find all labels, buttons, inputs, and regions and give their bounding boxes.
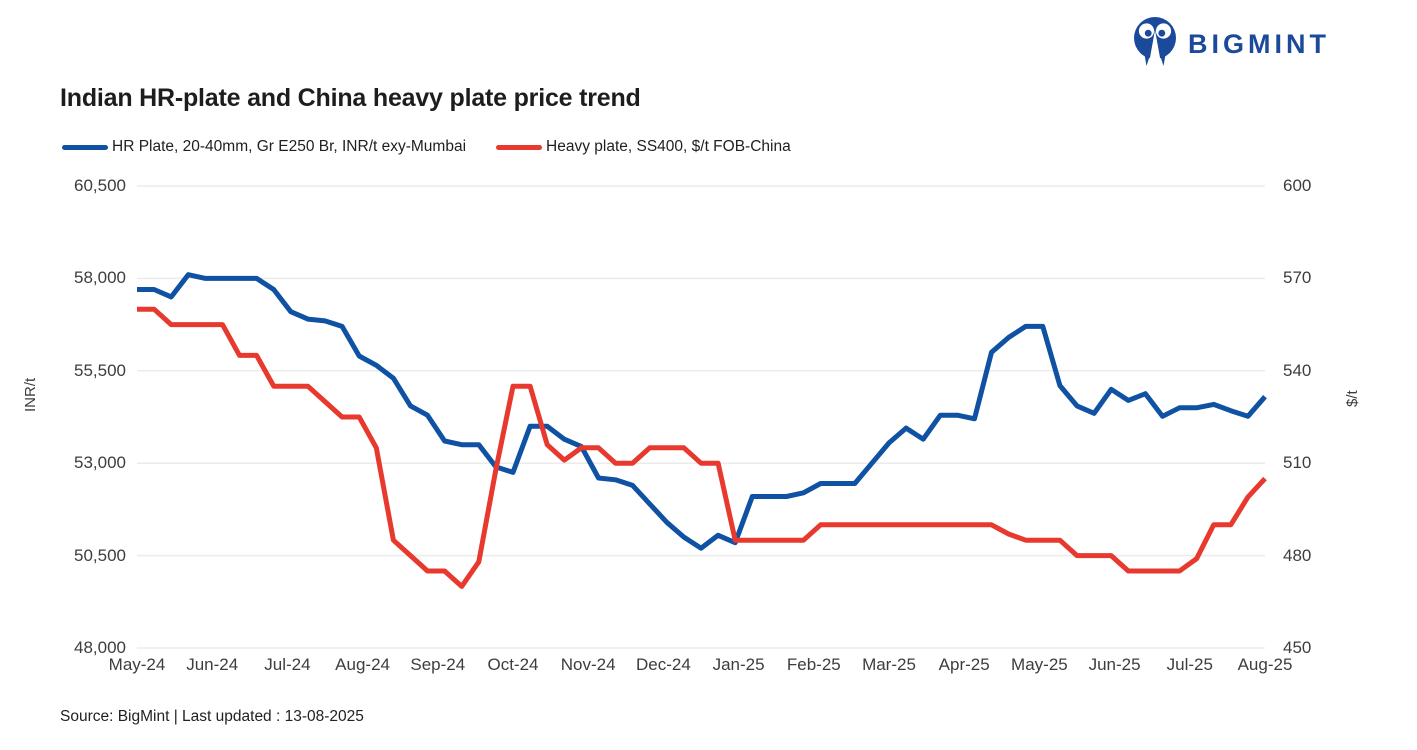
x-tick-label: Jul-24: [264, 655, 311, 674]
legend-label-hr-plate: HR Plate, 20-40mm, Gr E250 Br, INR/t exy…: [112, 138, 467, 155]
series-line-heavy-plate: [137, 306, 1267, 589]
legend-label-heavy-plate: Heavy plate, SS400, $/t FOB-China: [546, 138, 791, 155]
chart-legend: HR Plate, 20-40mm, Gr E250 Br, INR/t exy…: [62, 138, 791, 156]
legend-item-hr-plate: HR Plate, 20-40mm, Gr E250 Br, INR/t exy…: [62, 138, 466, 156]
plot-area: [137, 185, 1267, 649]
legend-swatch-hr-plate: [62, 144, 108, 150]
bigmint-logo-icon: [1132, 16, 1178, 73]
x-tick-label: Oct-24: [487, 655, 539, 674]
y-tick-label-left: 60,500: [74, 176, 126, 195]
y-tick-label-left: 55,500: [74, 360, 126, 380]
x-tick-label: Aug-25: [1237, 655, 1293, 674]
x-tick-label: Jun-25: [1088, 655, 1141, 674]
legend-item-heavy-plate: Heavy plate, SS400, $/t FOB-China: [496, 138, 791, 156]
y-axis-left-title: INR/t: [22, 377, 39, 412]
y-tick-label-left: 48,000: [74, 638, 126, 657]
y-tick-label-right: 480: [1283, 545, 1312, 565]
x-tick-label: Apr-25: [938, 655, 990, 674]
y-tick-label-right: 570: [1283, 268, 1312, 288]
bigmint-wordmark: BIGMINT: [1188, 29, 1330, 59]
x-tick-label: Jan-25: [712, 655, 765, 674]
y-tick-label-left: 50,500: [74, 545, 126, 565]
x-tick-label: Feb-25: [786, 655, 841, 674]
x-tick-label: Jun-24: [186, 655, 239, 674]
x-tick-label: May-24: [108, 655, 166, 674]
series-line-hr-plate: [137, 272, 1267, 551]
x-tick-label: Aug-24: [335, 655, 390, 674]
y-tick-label-right: 450: [1283, 638, 1312, 657]
source-note: Source: BigMint | Last updated : 13-08-2…: [60, 708, 364, 725]
x-tick-label: May-25: [1011, 655, 1068, 674]
x-tick-label: Dec-24: [635, 655, 691, 674]
y-axis-right-title: $/t: [1344, 390, 1361, 407]
x-tick-label: Mar-25: [862, 655, 916, 674]
y-tick-label-right: 540: [1283, 360, 1312, 380]
y-tick-label-left: 53,000: [74, 453, 126, 473]
y-tick-label-right: 510: [1283, 453, 1312, 473]
bigmint-logo: BIGMINT: [1132, 16, 1330, 73]
page-title: Indian HR-plate and China heavy plate pr…: [60, 84, 641, 112]
x-tick-label: Nov-24: [560, 655, 616, 674]
y-tick-label-left: 58,000: [74, 268, 126, 288]
x-tick-label: Sep-24: [410, 655, 466, 674]
legend-swatch-heavy-plate: [496, 144, 543, 150]
y-tick-label-right: 600: [1283, 176, 1312, 195]
x-tick-label: Jul-25: [1166, 655, 1213, 674]
